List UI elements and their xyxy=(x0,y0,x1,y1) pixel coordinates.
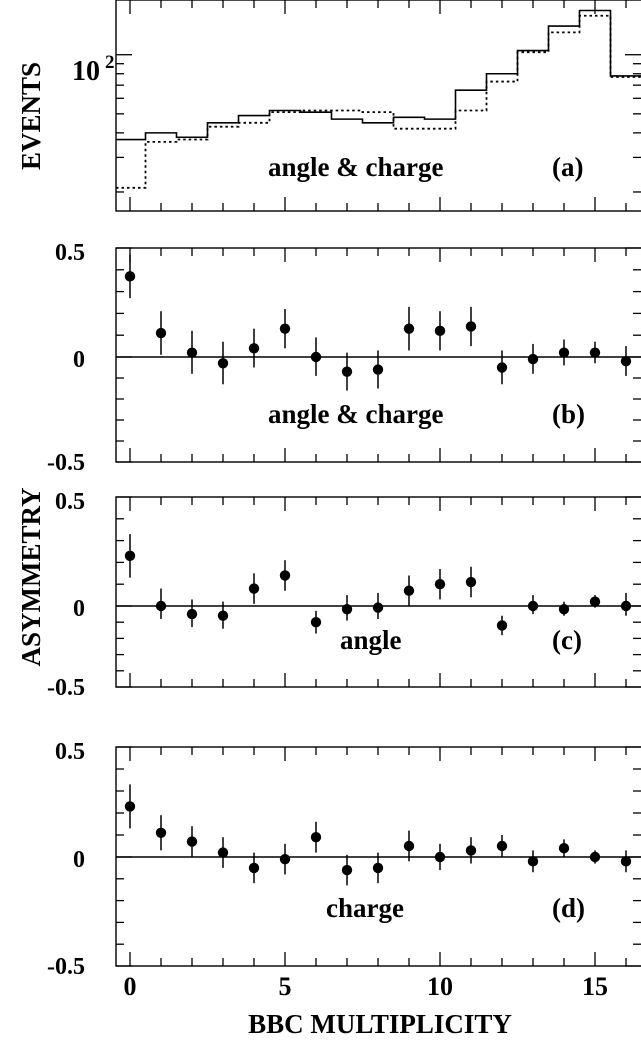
data-point xyxy=(279,570,291,581)
y-axis-label-asymmetry: ASYMMETRY xyxy=(16,487,46,666)
y-tick-label: -0.5 xyxy=(47,450,85,476)
data-point xyxy=(527,856,539,867)
data-point xyxy=(217,358,229,369)
data-point xyxy=(186,608,198,620)
data-point xyxy=(124,801,136,812)
data-point xyxy=(558,347,570,358)
panel-b: 0.5 0 -0.5 angle & charge (b) xyxy=(47,240,641,476)
data-point xyxy=(248,583,260,594)
panel-a-frame xyxy=(115,0,641,212)
y-tick-label: 0 xyxy=(73,847,85,873)
data-point xyxy=(217,610,229,621)
x-tick-label: 10 xyxy=(427,972,453,1001)
x-tick-label: 0 xyxy=(124,972,137,1001)
data-point xyxy=(186,836,198,847)
y-tick-label: 0.5 xyxy=(55,739,85,765)
data-point xyxy=(310,832,322,843)
data-point xyxy=(496,840,508,852)
data-point xyxy=(341,366,353,377)
data-point xyxy=(341,864,353,876)
data-point xyxy=(341,604,353,615)
data-point xyxy=(403,323,415,334)
panel-a-ytick-exponent: 2 xyxy=(105,52,115,73)
data-point xyxy=(496,362,508,373)
data-point xyxy=(403,840,415,852)
data-point xyxy=(310,617,322,628)
data-point xyxy=(496,620,508,631)
data-point xyxy=(465,576,477,588)
data-point xyxy=(589,851,601,863)
panel-d-label: (d) xyxy=(552,893,585,923)
y-tick-label: 0 xyxy=(73,347,85,373)
x-tick-label: 15 xyxy=(582,972,608,1001)
panel-b-frame xyxy=(115,247,641,463)
y-tick-label: -0.5 xyxy=(47,675,85,701)
data-point xyxy=(155,827,167,838)
data-point xyxy=(620,856,632,867)
data-point xyxy=(403,585,415,596)
data-point xyxy=(434,851,446,863)
panel-c-annotation: angle xyxy=(340,625,402,655)
data-point xyxy=(155,327,167,339)
x-axis-label: BBC MULTIPLICITY xyxy=(248,1009,512,1039)
panel-c: 0.5 0 -0.5 angle (c) xyxy=(47,489,641,701)
data-point xyxy=(527,353,539,365)
panel-a-label: (a) xyxy=(552,152,583,182)
panel-a-ytick-label: 10 2 xyxy=(72,52,115,87)
data-point xyxy=(434,325,446,337)
data-point xyxy=(434,579,446,590)
y-tick-label: 0.5 xyxy=(55,240,85,266)
panel-c-frame xyxy=(115,496,641,688)
histogram-solid xyxy=(116,9,641,141)
panel-b-annotation: angle & charge xyxy=(268,399,443,429)
y-tick-label: 0.5 xyxy=(55,489,85,515)
data-point xyxy=(186,347,198,358)
data-point xyxy=(527,600,539,612)
y-tick-label: -0.5 xyxy=(47,954,85,980)
panel-a: angle & charge (a) xyxy=(115,0,641,212)
y-tick-label: 0 xyxy=(73,596,85,622)
data-point xyxy=(589,596,601,607)
data-point xyxy=(217,847,229,858)
data-point xyxy=(372,862,384,874)
data-point xyxy=(310,351,322,363)
data-point xyxy=(248,862,260,874)
data-point xyxy=(279,853,291,865)
data-point xyxy=(372,602,384,613)
data-point xyxy=(124,271,136,282)
panel-c-label: (c) xyxy=(552,625,582,655)
data-point xyxy=(124,550,136,562)
data-point xyxy=(620,356,632,367)
data-point xyxy=(248,343,260,354)
data-point xyxy=(465,845,477,856)
panel-d-annotation: charge xyxy=(326,893,404,923)
panel-b-label: (b) xyxy=(552,399,585,429)
data-point xyxy=(589,347,601,358)
data-point xyxy=(279,323,291,334)
data-point xyxy=(558,843,570,854)
data-point xyxy=(558,604,570,615)
data-point xyxy=(620,600,632,612)
data-point xyxy=(155,600,167,612)
y-axis-label-events: EVENTS xyxy=(16,62,46,170)
panel-a-annotation: angle & charge xyxy=(268,152,443,182)
panel-d: 0.5 0 -0.5 charge (d) xyxy=(47,739,641,980)
data-point xyxy=(465,321,477,332)
data-point xyxy=(372,364,384,375)
x-tick-label: 5 xyxy=(279,972,292,1001)
